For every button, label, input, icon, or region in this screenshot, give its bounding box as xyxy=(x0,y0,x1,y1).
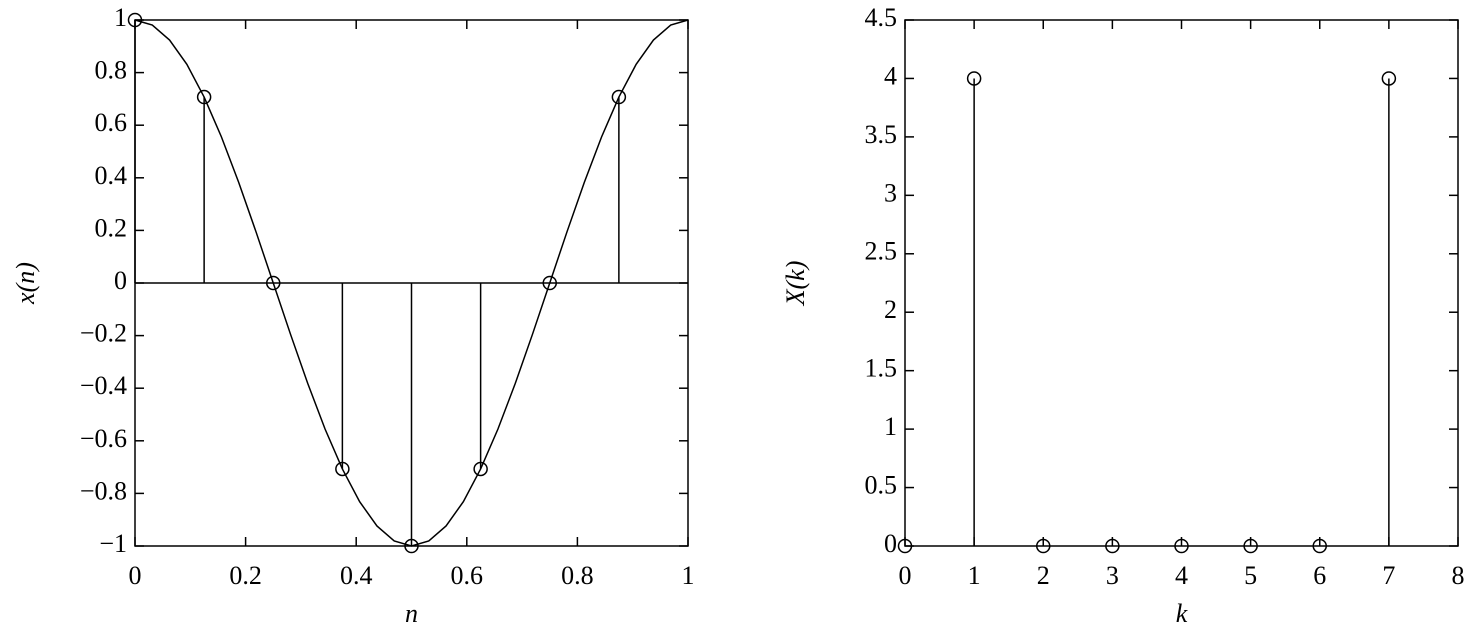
y-tick-label: 2 xyxy=(884,295,897,324)
y-tick-label: 3 xyxy=(884,178,897,207)
y-tick-label: 0.5 xyxy=(865,471,898,500)
stem-marker xyxy=(1036,538,1051,554)
x-tick-label: 0.4 xyxy=(340,561,373,590)
chart-panel: 0 1 2 3 4 5 6 7 8 0 0.5 1 1.5 2 2.5 3 3.5 4 4.5 k X(k) xyxy=(781,3,1465,628)
stem-marker xyxy=(542,275,557,291)
stem-marker xyxy=(611,89,627,105)
y-tick-label: 3.5 xyxy=(865,120,898,149)
stem-marker xyxy=(897,538,913,554)
y-tick-label: 4.5 xyxy=(865,3,898,32)
y-tick-label: 0 xyxy=(114,266,127,295)
x-axis-title: n xyxy=(405,599,418,628)
x-tick-label: 0 xyxy=(129,561,142,590)
x-tick-label: 2 xyxy=(1037,561,1050,590)
y-tick-label: 0.4 xyxy=(95,161,128,190)
stem-marker xyxy=(1174,538,1189,554)
stem-marker xyxy=(1312,538,1327,554)
chart-panel: 0 0.2 0.4 0.6 0.8 1 −1 −0.8 −0.6 −0.4 −0.2 0 0.2 0.4 0… xyxy=(11,3,695,628)
y-tick-label: −0.4 xyxy=(80,371,127,400)
y-tick-label: 1 xyxy=(884,412,897,441)
y-tick-label: −0.8 xyxy=(80,476,127,505)
x-tick-label: 1 xyxy=(682,561,695,590)
stem-marker xyxy=(1243,538,1258,554)
stem-marker xyxy=(404,538,419,554)
stem-marker xyxy=(1381,71,1397,86)
stem-marker xyxy=(196,89,212,105)
x-tick-label: 3 xyxy=(1106,561,1119,590)
y-tick-label: 2.5 xyxy=(865,237,898,266)
y-tick-label: −0.2 xyxy=(80,319,127,348)
x-tick-label: 6 xyxy=(1313,561,1326,590)
x-tick-label: 5 xyxy=(1244,561,1257,590)
y-tick-label: 1.5 xyxy=(865,354,898,383)
y-tick-label: 0.6 xyxy=(95,108,128,137)
y-axis-title: X(k) xyxy=(781,261,810,307)
x-tick-label: 7 xyxy=(1382,561,1395,590)
stem-marker xyxy=(335,461,350,477)
x-tick-label: 4 xyxy=(1175,561,1188,590)
stem-marker xyxy=(473,461,488,477)
x-tick-label: 0.2 xyxy=(229,561,262,590)
x-tick-label: 0.6 xyxy=(451,561,484,590)
x-tick-label: 0.8 xyxy=(561,561,594,590)
x-tick-label: 1 xyxy=(968,561,981,590)
x-tick-label: 8 xyxy=(1452,561,1465,590)
y-tick-label: 0.8 xyxy=(95,56,128,85)
y-tick-label: 0.2 xyxy=(95,213,128,242)
y-tick-label: −0.6 xyxy=(80,424,127,453)
y-tick-label: 4 xyxy=(884,61,897,90)
y-axis-title: x(n) xyxy=(11,262,40,305)
stem-marker xyxy=(266,275,281,291)
plot-frame xyxy=(904,19,1459,547)
stem-marker xyxy=(1105,538,1120,554)
y-tick-label: 1 xyxy=(114,3,127,32)
x-axis-title: k xyxy=(1176,599,1188,628)
y-tick-label: −1 xyxy=(99,529,127,558)
stem-marker xyxy=(127,12,143,28)
y-tick-label: 0 xyxy=(884,529,897,558)
x-tick-label: 0 xyxy=(899,561,912,590)
stem-marker xyxy=(966,71,982,86)
